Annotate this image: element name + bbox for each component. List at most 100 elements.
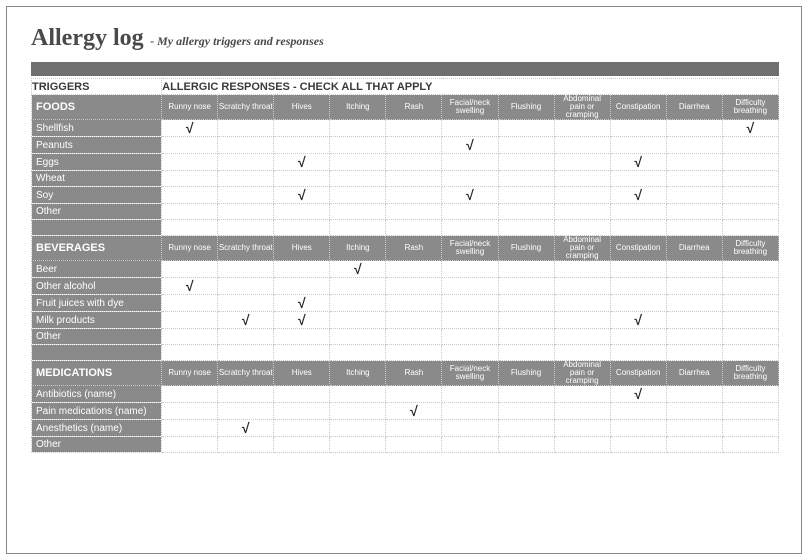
check-cell[interactable]: √	[218, 420, 274, 437]
check-cell[interactable]: √	[610, 154, 666, 171]
check-cell[interactable]	[162, 312, 218, 329]
check-cell[interactable]	[330, 204, 386, 220]
check-cell[interactable]	[162, 386, 218, 403]
check-cell[interactable]	[274, 204, 330, 220]
check-cell[interactable]	[218, 171, 274, 187]
check-cell[interactable]	[722, 295, 778, 312]
check-cell[interactable]	[554, 137, 610, 154]
check-cell[interactable]	[274, 329, 330, 345]
check-cell[interactable]: √	[442, 187, 498, 204]
check-cell[interactable]	[666, 120, 722, 137]
check-cell[interactable]: √	[274, 187, 330, 204]
check-cell[interactable]: √	[162, 278, 218, 295]
check-cell[interactable]	[666, 204, 722, 220]
check-cell[interactable]	[330, 329, 386, 345]
check-cell[interactable]	[666, 437, 722, 453]
check-cell[interactable]	[722, 137, 778, 154]
check-cell[interactable]	[162, 154, 218, 171]
check-cell[interactable]	[610, 329, 666, 345]
check-cell[interactable]	[554, 278, 610, 295]
check-cell[interactable]	[722, 403, 778, 420]
check-cell[interactable]	[666, 312, 722, 329]
check-cell[interactable]	[162, 403, 218, 420]
check-cell[interactable]	[386, 295, 442, 312]
check-cell[interactable]	[386, 120, 442, 137]
check-cell[interactable]	[442, 120, 498, 137]
check-cell[interactable]	[274, 420, 330, 437]
check-cell[interactable]	[442, 329, 498, 345]
check-cell[interactable]	[442, 437, 498, 453]
check-cell[interactable]	[442, 295, 498, 312]
check-cell[interactable]	[498, 278, 554, 295]
check-cell[interactable]	[330, 120, 386, 137]
check-cell[interactable]	[442, 278, 498, 295]
check-cell[interactable]	[722, 386, 778, 403]
check-cell[interactable]	[274, 137, 330, 154]
check-cell[interactable]	[442, 403, 498, 420]
check-cell[interactable]	[554, 386, 610, 403]
check-cell[interactable]	[554, 154, 610, 171]
check-cell[interactable]	[442, 204, 498, 220]
check-cell[interactable]	[666, 329, 722, 345]
check-cell[interactable]	[274, 278, 330, 295]
check-cell[interactable]	[330, 171, 386, 187]
check-cell[interactable]	[554, 187, 610, 204]
check-cell[interactable]	[498, 403, 554, 420]
check-cell[interactable]	[722, 171, 778, 187]
check-cell[interactable]	[442, 154, 498, 171]
check-cell[interactable]	[722, 204, 778, 220]
check-cell[interactable]	[218, 295, 274, 312]
check-cell[interactable]	[162, 329, 218, 345]
check-cell[interactable]	[610, 204, 666, 220]
check-cell[interactable]	[666, 295, 722, 312]
check-cell[interactable]	[498, 329, 554, 345]
check-cell[interactable]	[330, 295, 386, 312]
check-cell[interactable]	[218, 278, 274, 295]
check-cell[interactable]	[162, 295, 218, 312]
check-cell[interactable]	[386, 261, 442, 278]
check-cell[interactable]	[386, 329, 442, 345]
check-cell[interactable]	[218, 261, 274, 278]
check-cell[interactable]	[610, 420, 666, 437]
check-cell[interactable]	[498, 171, 554, 187]
check-cell[interactable]	[442, 171, 498, 187]
check-cell[interactable]: √	[722, 120, 778, 137]
check-cell[interactable]	[610, 261, 666, 278]
check-cell[interactable]: √	[610, 312, 666, 329]
check-cell[interactable]	[666, 171, 722, 187]
check-cell[interactable]	[666, 187, 722, 204]
check-cell[interactable]	[610, 120, 666, 137]
check-cell[interactable]	[666, 278, 722, 295]
check-cell[interactable]: √	[162, 120, 218, 137]
check-cell[interactable]	[554, 261, 610, 278]
check-cell[interactable]	[386, 278, 442, 295]
check-cell[interactable]	[722, 329, 778, 345]
check-cell[interactable]	[666, 403, 722, 420]
check-cell[interactable]	[330, 386, 386, 403]
check-cell[interactable]	[722, 187, 778, 204]
check-cell[interactable]	[162, 420, 218, 437]
check-cell[interactable]	[218, 386, 274, 403]
check-cell[interactable]	[218, 187, 274, 204]
check-cell[interactable]	[610, 437, 666, 453]
check-cell[interactable]: √	[386, 403, 442, 420]
check-cell[interactable]	[666, 386, 722, 403]
check-cell[interactable]	[554, 403, 610, 420]
check-cell[interactable]	[386, 154, 442, 171]
check-cell[interactable]	[610, 278, 666, 295]
check-cell[interactable]	[330, 154, 386, 171]
check-cell[interactable]	[554, 329, 610, 345]
check-cell[interactable]	[274, 261, 330, 278]
check-cell[interactable]	[386, 386, 442, 403]
check-cell[interactable]	[218, 437, 274, 453]
check-cell[interactable]	[442, 312, 498, 329]
check-cell[interactable]	[498, 261, 554, 278]
check-cell[interactable]	[330, 187, 386, 204]
check-cell[interactable]	[498, 137, 554, 154]
check-cell[interactable]	[722, 312, 778, 329]
check-cell[interactable]	[666, 261, 722, 278]
check-cell[interactable]	[554, 171, 610, 187]
check-cell[interactable]	[610, 171, 666, 187]
check-cell[interactable]	[498, 154, 554, 171]
check-cell[interactable]	[162, 137, 218, 154]
